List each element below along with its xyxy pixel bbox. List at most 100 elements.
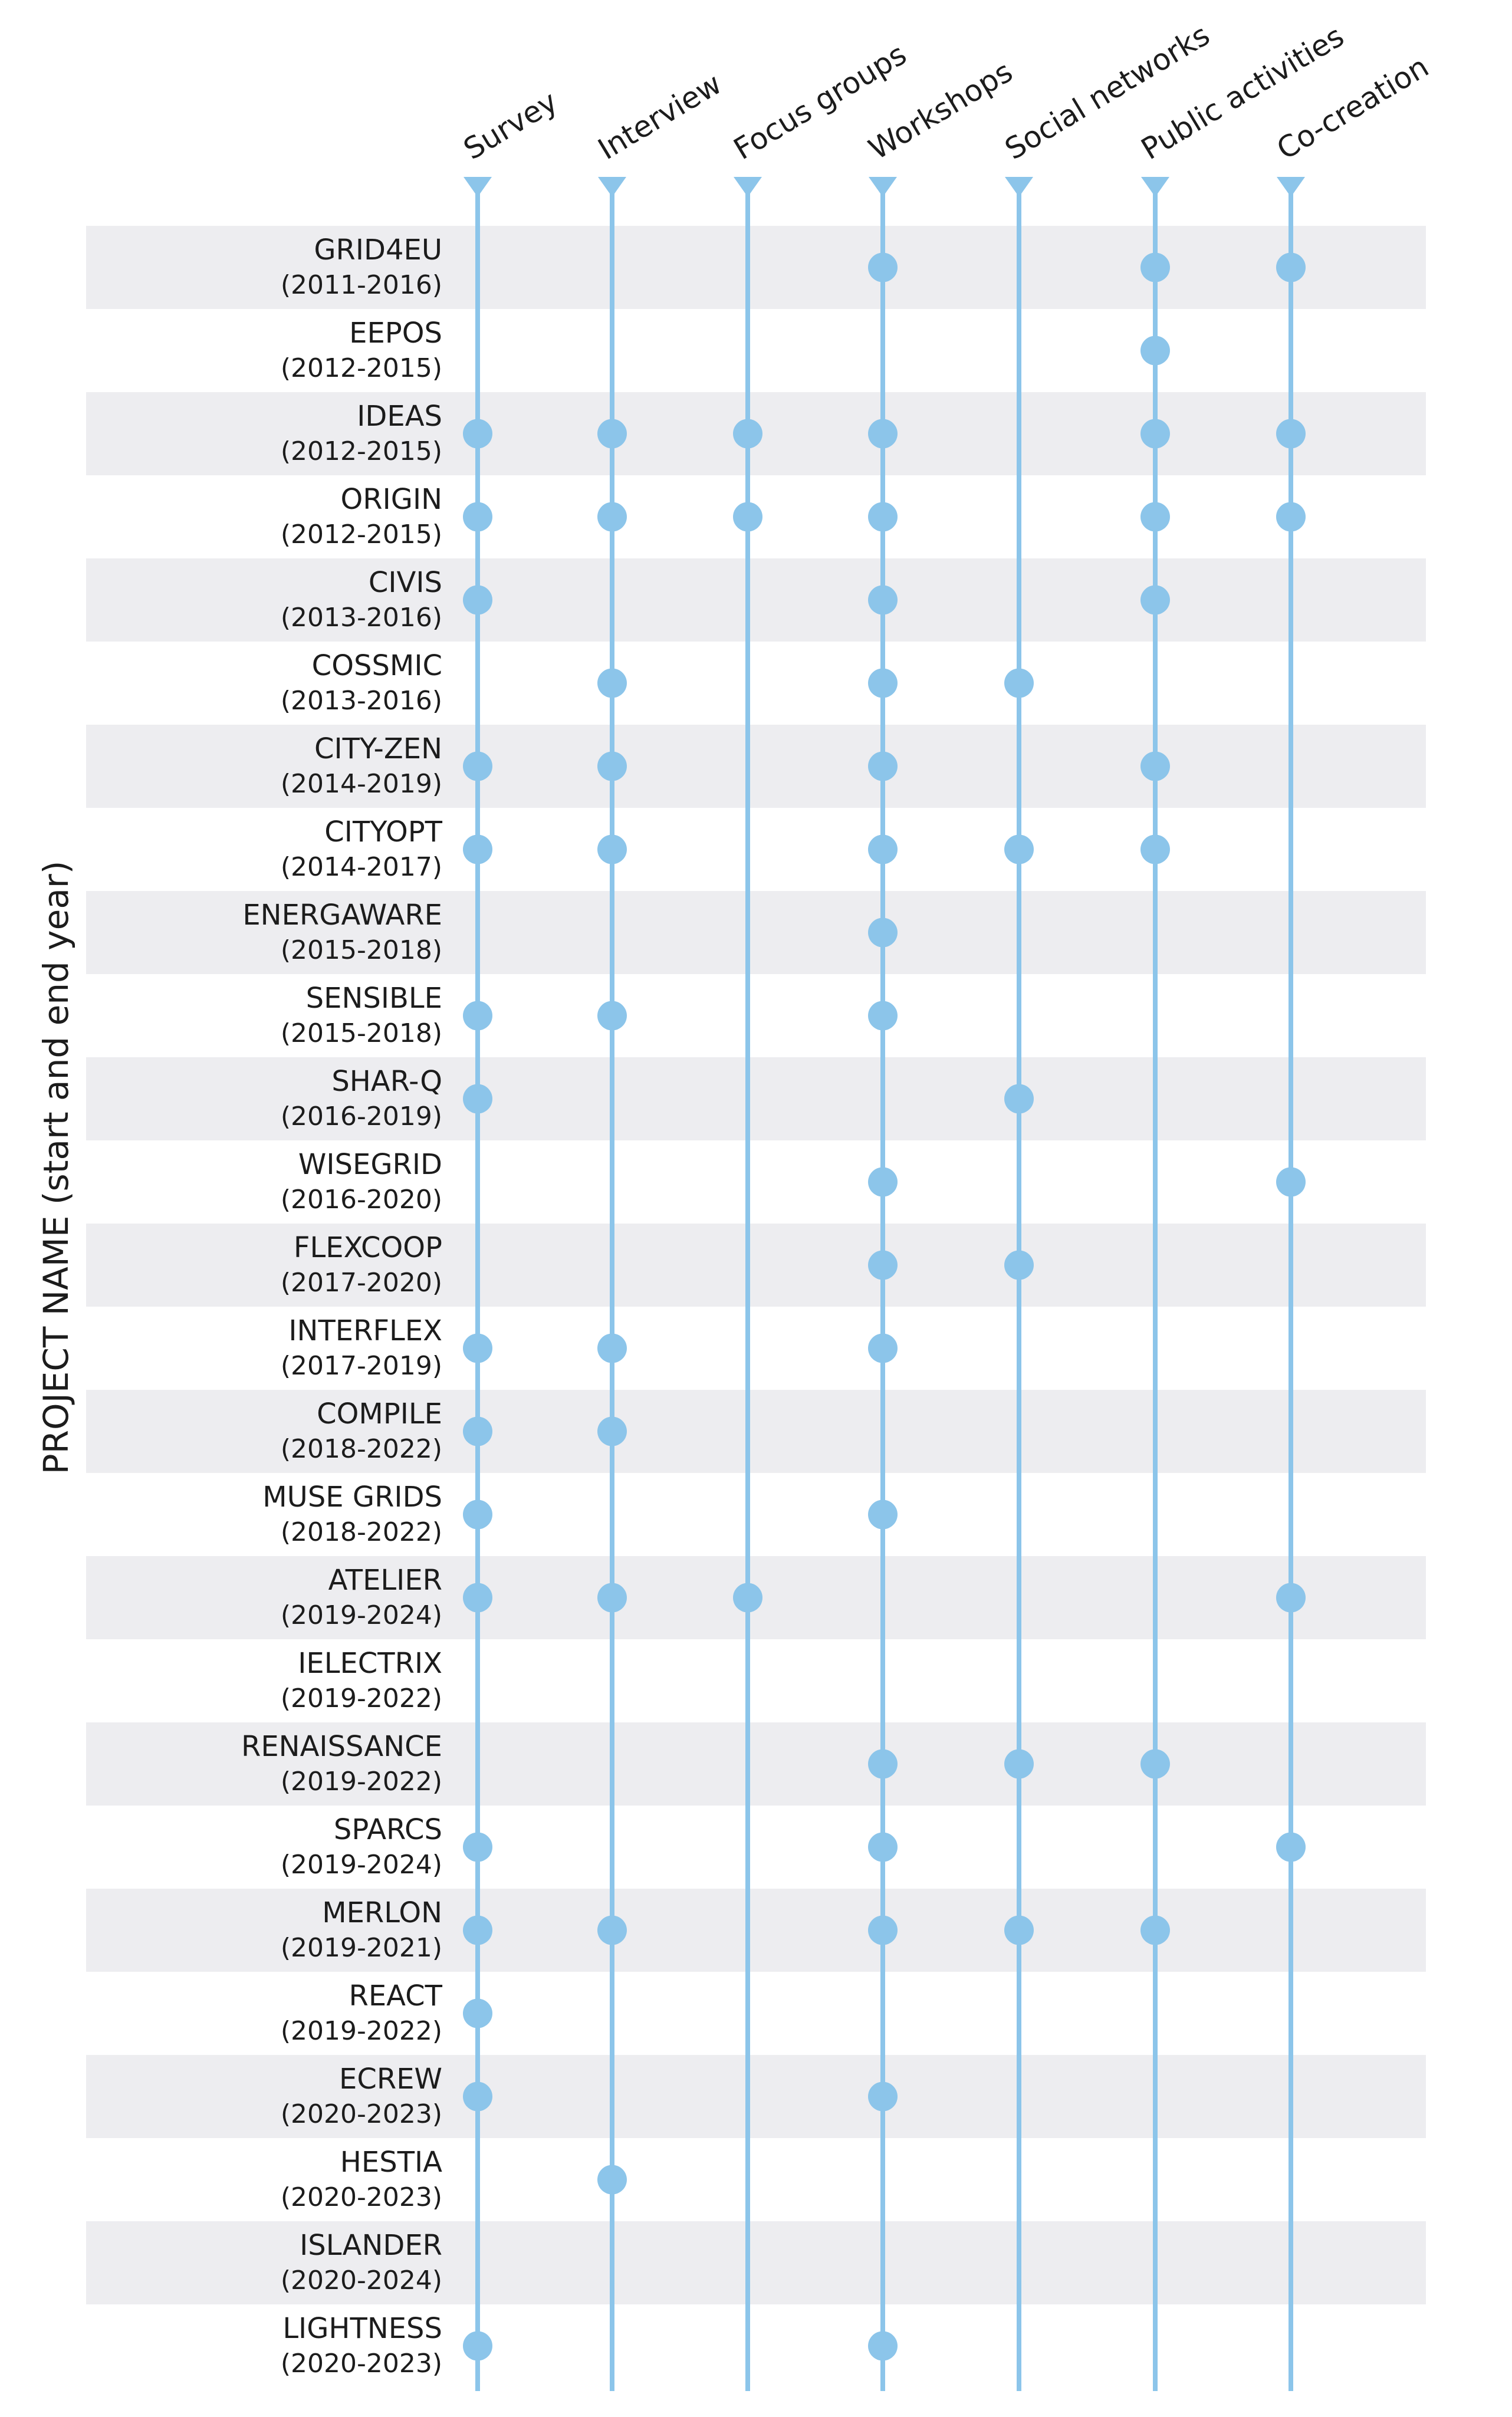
dot-sensible-survey — [463, 1001, 492, 1031]
dot-wisegrid-workshops — [868, 1167, 898, 1197]
dot-flexcoop-social-networks — [1004, 1250, 1034, 1280]
dot-energaware-workshops — [868, 918, 898, 948]
dot-city-zen-survey — [463, 751, 492, 781]
method-arrow-public-activities — [1141, 177, 1169, 197]
dot-ecrew-survey — [463, 2081, 492, 2112]
dot-cityopt-workshops — [868, 834, 898, 864]
dot-react-survey — [463, 1998, 492, 2028]
row-band-flexcoop — [86, 1224, 1426, 1307]
method-label-survey: Survey — [458, 84, 563, 166]
dot-cossmic-interview — [597, 668, 627, 698]
row-band-merlon — [86, 1889, 1426, 1972]
dot-cityopt-interview — [597, 834, 627, 864]
project-name-wisegrid: WISEGRID — [298, 1148, 442, 1181]
project-name-shar-q: SHAR-Q — [331, 1065, 442, 1098]
dot-lightness-survey — [463, 2331, 492, 2361]
method-arrow-social-networks — [1005, 177, 1033, 197]
dot-atelier-focus-groups — [733, 1583, 762, 1613]
project-name-renaissance: RENAISSANCE — [241, 1730, 442, 1763]
dot-merlon-interview — [597, 1915, 627, 1945]
dot-muse-grids-survey — [463, 1499, 492, 1530]
method-arrow-co-creation — [1277, 177, 1305, 197]
row-band-civis — [86, 558, 1426, 642]
project-years-eepos: (2012-2015) — [281, 353, 442, 383]
dot-sparcs-survey — [463, 1832, 492, 1862]
project-years-wisegrid: (2016-2020) — [281, 1185, 442, 1215]
project-name-ideas: IDEAS — [357, 400, 442, 433]
dot-cossmic-workshops — [868, 668, 898, 698]
project-name-muse-grids: MUSE GRIDS — [262, 1481, 442, 1514]
row-band-energaware — [86, 891, 1426, 974]
project-name-ecrew: ECREW — [339, 2063, 442, 2096]
dot-compile-interview — [597, 1416, 627, 1446]
project-name-interflex: INTERFLEX — [288, 1314, 442, 1347]
project-years-react: (2019-2022) — [281, 2016, 442, 2046]
dot-ideas-workshops — [868, 419, 898, 449]
project-years-compile: (2018-2022) — [281, 1434, 442, 1464]
method-arrows — [464, 177, 1305, 197]
dot-sensible-workshops — [868, 1001, 898, 1031]
project-years-muse-grids: (2018-2022) — [281, 1517, 442, 1547]
project-name-islander: ISLANDER — [300, 2229, 442, 2262]
dot-renaissance-workshops — [868, 1749, 898, 1779]
project-years-islander: (2020-2024) — [281, 2265, 442, 2296]
project-years-lightness: (2020-2023) — [281, 2349, 442, 2379]
dot-ideas-interview — [597, 419, 627, 449]
project-labels: GRID4EU(2011-2016)EEPOS(2012-2015)IDEAS(… — [241, 234, 443, 2379]
dot-interflex-interview — [597, 1333, 627, 1363]
dot-civis-workshops — [868, 585, 898, 615]
row-band-islander — [86, 2221, 1426, 2304]
project-name-lightness: LIGHTNESS — [282, 2312, 442, 2345]
dot-ideas-public-activities — [1140, 419, 1170, 449]
method-arrow-interview — [598, 177, 626, 197]
dot-city-zen-workshops — [868, 751, 898, 781]
dot-origin-workshops — [868, 502, 898, 532]
dot-renaissance-public-activities — [1140, 1749, 1170, 1779]
row-band-renaissance — [86, 1722, 1426, 1806]
dot-cityopt-survey — [463, 834, 492, 864]
dot-compile-survey — [463, 1416, 492, 1446]
project-name-hestia: HESTIA — [340, 2146, 442, 2179]
dot-interflex-workshops — [868, 1333, 898, 1363]
row-band-grid4eu — [86, 226, 1426, 309]
project-name-energaware: ENERGAWARE — [242, 899, 442, 932]
project-years-ideas: (2012-2015) — [281, 436, 442, 466]
row-bands — [86, 226, 1426, 2304]
dot-merlon-public-activities — [1140, 1915, 1170, 1945]
project-name-grid4eu: GRID4EU — [314, 234, 442, 267]
dot-merlon-workshops — [868, 1915, 898, 1945]
dot-muse-grids-workshops — [868, 1499, 898, 1530]
method-arrow-workshops — [869, 177, 897, 197]
project-years-interflex: (2017-2019) — [281, 1351, 442, 1381]
dot-ecrew-workshops — [868, 2081, 898, 2112]
method-label-interview: Interview — [592, 67, 727, 166]
dot-atelier-interview — [597, 1583, 627, 1613]
row-band-shar-q — [86, 1057, 1426, 1140]
dot-sparcs-co-creation — [1276, 1832, 1306, 1862]
dot-grid4eu-public-activities — [1140, 252, 1170, 282]
dot-origin-survey — [463, 502, 492, 532]
project-years-sparcs: (2019-2024) — [281, 1850, 442, 1880]
dot-wisegrid-co-creation — [1276, 1167, 1306, 1197]
project-years-civis: (2013-2016) — [281, 603, 442, 633]
row-band-city-zen — [86, 725, 1426, 808]
dot-origin-interview — [597, 502, 627, 532]
dot-atelier-co-creation — [1276, 1583, 1306, 1613]
row-band-ecrew — [86, 2055, 1426, 2138]
project-name-sensible: SENSIBLE — [306, 982, 442, 1015]
dot-merlon-social-networks — [1004, 1915, 1034, 1945]
method-labels: Survey Interview Focus groupsWorkshopsSoci… — [458, 18, 1434, 166]
dot-civis-public-activities — [1140, 585, 1170, 615]
dot-flexcoop-workshops — [868, 1250, 898, 1280]
project-years-atelier: (2019-2024) — [281, 1600, 442, 1630]
dot-civis-survey — [463, 585, 492, 615]
y-axis-title: PROJECT NAME (start and end year) — [36, 861, 76, 1475]
dot-city-zen-public-activities — [1140, 751, 1170, 781]
project-name-flexcoop: FLEXCOOP — [294, 1231, 442, 1264]
dot-cityopt-social-networks — [1004, 834, 1034, 864]
project-years-merlon: (2019-2021) — [281, 1933, 442, 1963]
method-dots — [463, 252, 1306, 2361]
dot-ideas-survey — [463, 419, 492, 449]
method-arrow-survey — [464, 177, 492, 197]
